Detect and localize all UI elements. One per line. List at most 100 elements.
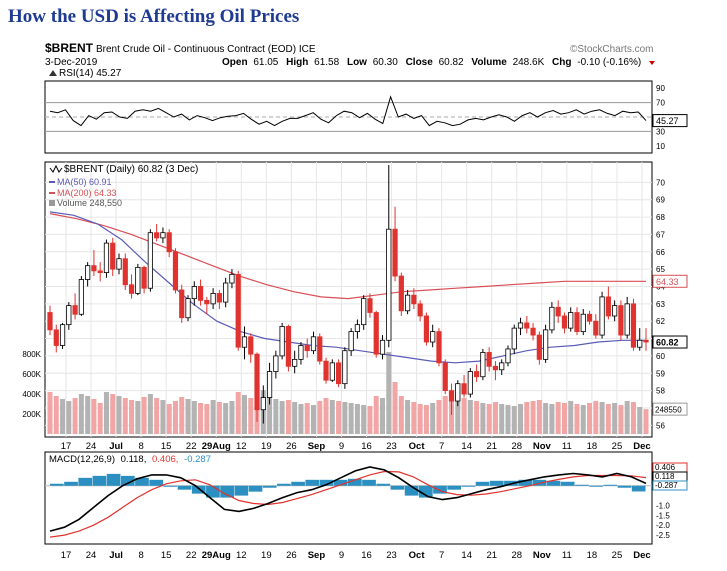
x-tick-label: 19 <box>261 441 272 452</box>
ma200-label: 64.33 <box>656 277 679 287</box>
candle-body <box>185 298 191 319</box>
candle-body <box>317 336 323 362</box>
macd-histogram-bar <box>418 485 433 498</box>
macd-histogram-bar <box>404 485 419 496</box>
volume-bar <box>85 396 91 434</box>
candle-body <box>128 284 135 294</box>
macd-histogram-bar <box>50 483 64 486</box>
volume-bar <box>543 403 549 434</box>
candle-body <box>511 327 517 350</box>
candle-body <box>110 242 116 270</box>
volume-bar <box>216 402 222 434</box>
candle-body <box>530 327 536 336</box>
candle-body <box>160 232 166 239</box>
macd-histogram-bar <box>106 473 121 486</box>
candle-body <box>141 266 147 289</box>
volume-tick-label: 600K <box>22 370 41 379</box>
volume-bar <box>436 400 442 434</box>
volume-bar <box>154 398 160 434</box>
candle-body <box>618 305 624 336</box>
x-tick-label: 16 <box>361 550 372 561</box>
candle-body <box>461 383 467 395</box>
volume-bar <box>310 405 316 434</box>
candle-body <box>612 305 618 317</box>
price-tick-label: 60 <box>656 352 665 361</box>
x-tick-label: Nov <box>533 550 552 561</box>
volume-bar <box>179 397 185 434</box>
candle-body <box>197 286 204 301</box>
volume-bar <box>612 403 618 434</box>
volume-bar <box>593 401 599 434</box>
ohlc-summary: Open 61.05 High 61.58 Low 60.30 Close 60… <box>222 57 641 68</box>
candle-body <box>310 336 317 352</box>
x-tick-label: 11 <box>562 550 572 561</box>
x-tick-label: Sep <box>308 441 326 452</box>
rsi-current-badge <box>652 114 688 128</box>
x-tick-label: 7 <box>439 550 444 561</box>
candle-body <box>85 265 91 280</box>
candle-body <box>78 279 84 315</box>
x-tick-label: 17 <box>61 441 72 452</box>
price-legend-icon <box>49 164 63 173</box>
volume-tick-label: 200K <box>22 410 41 419</box>
x-tick-label: 12 <box>236 441 247 452</box>
price-tick-label: 58 <box>656 387 665 396</box>
macd-histogram-bar <box>447 485 462 490</box>
candle-body <box>442 362 448 392</box>
candle-body <box>166 232 172 253</box>
volume-bar <box>166 404 172 434</box>
macd-histogram-bar <box>518 479 532 486</box>
candle-body <box>474 371 480 378</box>
candle-body <box>285 325 292 367</box>
volume-bar <box>386 352 392 434</box>
x-tick-label: 7 <box>439 441 444 452</box>
macd-histogram-bar <box>376 483 391 486</box>
rsi-tick-label: 10 <box>656 142 665 151</box>
price-legend-symbol: $BRENT (Daily) 60.82 (3 Dec) <box>64 164 198 175</box>
volume-bar <box>191 401 197 434</box>
chg-down-arrow-icon <box>649 61 655 65</box>
volume-bar <box>342 402 348 434</box>
macd-histogram-bar <box>191 485 206 494</box>
x-tick-label: Dec <box>633 550 650 561</box>
candle-body <box>524 322 530 329</box>
x-tick-label: 22 <box>186 441 197 452</box>
price-panel: 565758596061626364656667686970 200K400K6… <box>22 161 688 438</box>
macd-value-label: 0.406 <box>655 463 676 472</box>
macd-histogram-bar <box>433 485 447 494</box>
volume-bar <box>91 399 97 434</box>
volume-bar <box>279 401 285 434</box>
volume-bar <box>172 401 178 434</box>
macd-histogram-bar <box>135 477 149 486</box>
volume-bar <box>380 398 386 434</box>
x-tick-label: 25 <box>612 441 623 452</box>
volume-badge <box>652 402 688 416</box>
volume-bar <box>204 404 210 434</box>
volume-bar <box>605 404 611 434</box>
header-date: 3-Dec-2019 <box>45 57 98 68</box>
x-tick-label: 11 <box>562 441 572 452</box>
candle-body <box>561 315 568 329</box>
candle-body <box>536 334 542 360</box>
symbol-description: Brent Crude Oil - Continuous Contract (E… <box>96 44 316 55</box>
volume-bar <box>160 400 166 434</box>
macd-histogram-bar <box>248 485 263 492</box>
macd-histogram-bar <box>234 485 249 496</box>
volume-bar <box>354 404 360 434</box>
candle-body <box>348 331 354 352</box>
candle-body <box>386 228 392 341</box>
rsi-current-label: 45.27 <box>656 116 679 126</box>
candle-body <box>392 228 398 277</box>
candle-body <box>97 270 103 273</box>
candle-body <box>323 360 329 381</box>
candle-body <box>116 258 122 270</box>
candle-body <box>279 325 285 357</box>
x-tick-label: 22 <box>186 550 197 561</box>
volume-bar <box>298 404 304 434</box>
candle-body <box>292 358 298 367</box>
volume-bar <box>643 409 649 434</box>
price-legend: $BRENT (Daily) 60.82 (3 Dec) MA(50) 60.9… <box>49 164 198 208</box>
price-tick-label: 65 <box>656 265 665 274</box>
volume-bar <box>97 403 103 434</box>
